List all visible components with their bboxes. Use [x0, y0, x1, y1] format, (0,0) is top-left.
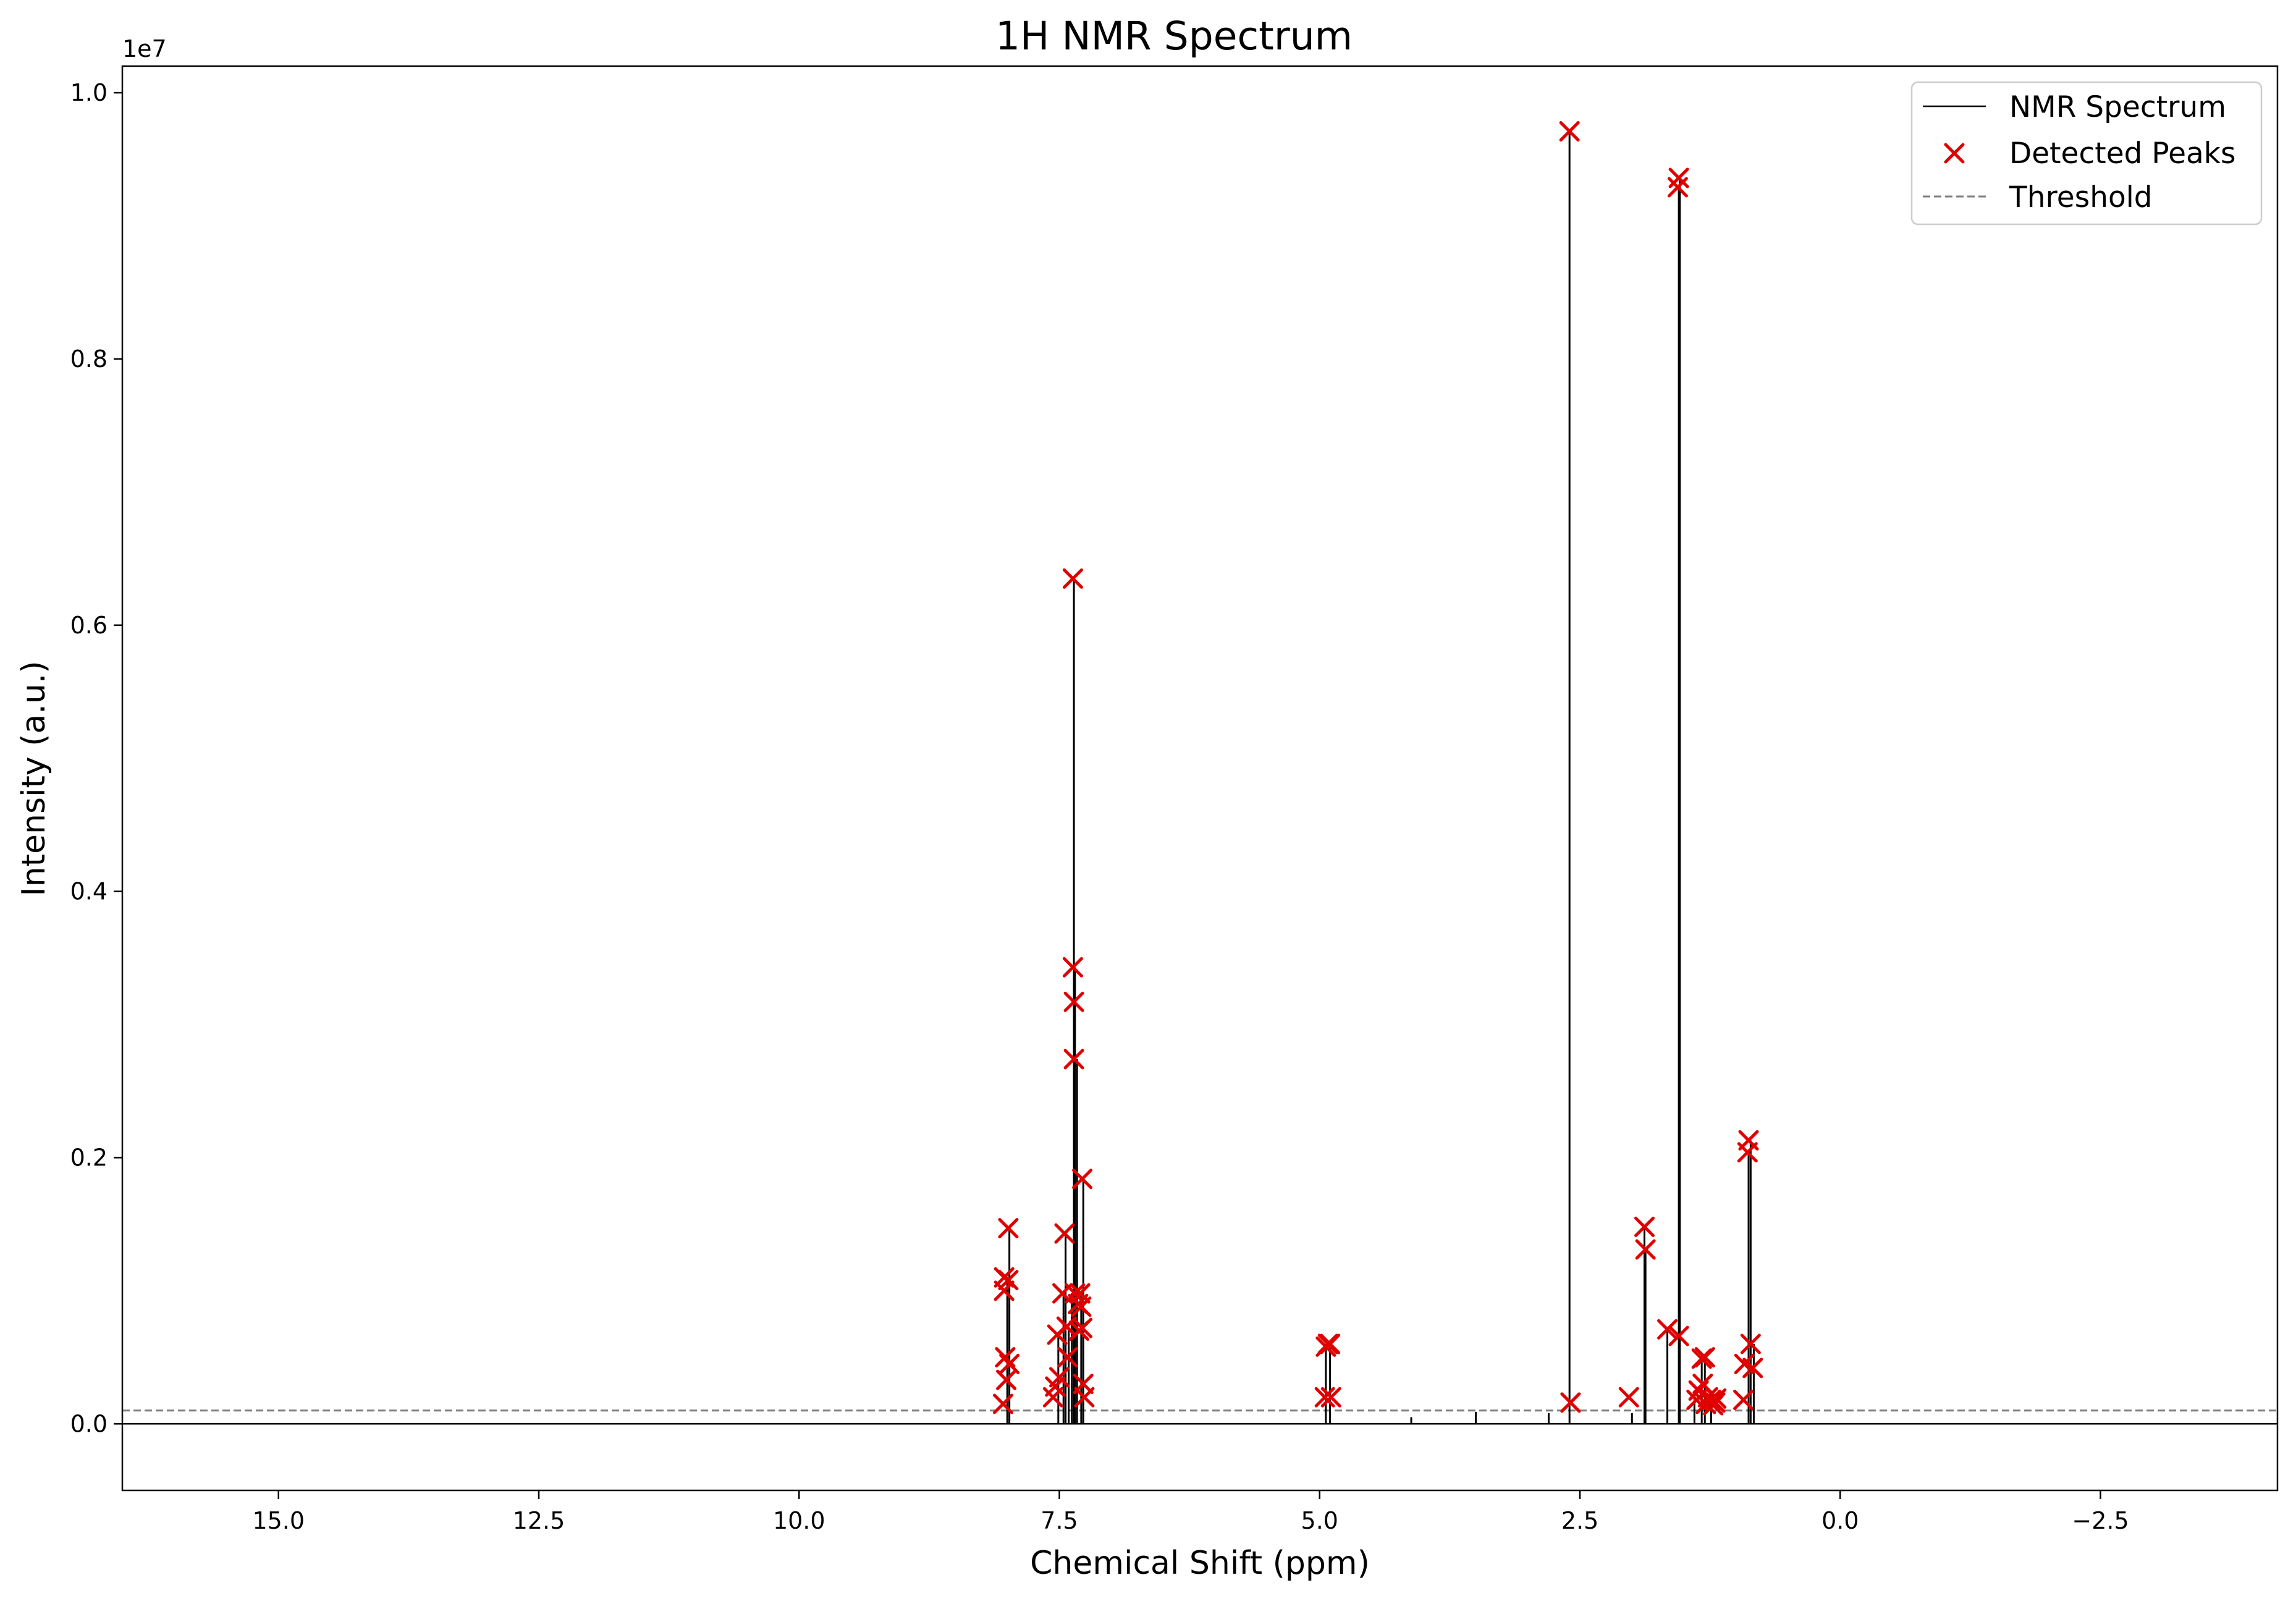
legend-marker-swatch	[1944, 143, 1965, 164]
peak-marker	[1071, 1296, 1092, 1317]
peak-marker	[1733, 1390, 1754, 1411]
peak-marker	[1618, 1387, 1639, 1408]
peak-marker	[1057, 1347, 1078, 1368]
peak-marker	[1049, 1367, 1070, 1388]
peak-marker	[1705, 1392, 1726, 1413]
peak-marker	[1320, 1333, 1341, 1354]
x-tick-label: 5.0	[1301, 1507, 1338, 1534]
legend-label-threshold: Threshold	[2009, 180, 2153, 214]
x-tick-label: 12.5	[513, 1507, 565, 1534]
plot-area: 15.0 12.5 10.0 7.5 5.0 2.5 0.0 −2.5 0.0 0.2 0.4 0.6…	[70, 79, 2277, 1534]
y-tick-label: 0.6	[70, 612, 108, 639]
peak-marker	[1635, 1239, 1656, 1260]
peak-marker	[1668, 167, 1689, 188]
peak-marker	[1320, 1387, 1341, 1408]
x-tick-label: 7.5	[1040, 1507, 1078, 1534]
y-axis-title: Intensity (a.u.)	[15, 661, 53, 896]
x-tick-label: 0.0	[1821, 1507, 1859, 1534]
x-tick-label: 15.0	[252, 1507, 305, 1534]
peak-marker	[1062, 568, 1083, 589]
x-axis-title: Chemical Shift (ppm)	[1030, 1545, 1370, 1582]
x-tick-label: 2.5	[1561, 1507, 1598, 1534]
peak-marker	[999, 1353, 1020, 1374]
peak-marker	[1063, 991, 1084, 1012]
y-tick-label: 0.2	[70, 1144, 108, 1171]
y-tick-label: 0.4	[70, 878, 108, 905]
peak-marker	[1668, 1325, 1689, 1346]
peak-marker	[1742, 1358, 1763, 1379]
legend-label-peaks: Detected Peaks	[2009, 137, 2236, 171]
peak-marker	[996, 1369, 1017, 1390]
peak-marker	[1054, 1223, 1075, 1244]
peak-marker	[1634, 1216, 1655, 1237]
legend-box	[1910, 81, 2263, 226]
y-tick-label: 1.0	[70, 79, 108, 106]
peak-marker	[1560, 1392, 1581, 1413]
peak-marker	[1559, 121, 1580, 142]
legend-label-spectrum: NMR Spectrum	[2009, 90, 2226, 124]
peak-marker	[1062, 957, 1083, 978]
peak-marker	[1694, 1347, 1715, 1368]
y-tick-label: 0.0	[70, 1410, 108, 1437]
peak-marker	[1065, 1283, 1086, 1304]
peak-marker	[1072, 1317, 1093, 1338]
peak-marker	[1740, 1333, 1761, 1354]
x-tick-label: 10.0	[773, 1507, 825, 1534]
peak-marker	[1074, 1387, 1095, 1408]
tick-layer: 15.0 12.5 10.0 7.5 5.0 2.5 0.0 −2.5 0.0 0.2 0.4 0.6…	[70, 79, 2129, 1534]
chart-title: 1H NMR Spectrum	[995, 14, 1353, 59]
x-tick-label: −2.5	[2072, 1507, 2129, 1534]
peak-marker	[1063, 1049, 1084, 1070]
peak-markers	[993, 121, 1763, 1416]
y-tick-label: 0.8	[70, 345, 108, 373]
peak-marker	[1657, 1319, 1678, 1340]
plot-frame	[121, 65, 2279, 1492]
y-axis-offset-label: 1e7	[122, 35, 167, 62]
peak-marker	[998, 1218, 1019, 1239]
peak-marker	[1056, 1316, 1077, 1337]
peak-marker	[1072, 1168, 1093, 1189]
peak-marker	[1314, 1387, 1335, 1408]
peak-marker	[993, 1393, 1014, 1414]
peak-marker	[1738, 1130, 1759, 1151]
peak-marker	[998, 1270, 1019, 1291]
legend: NMR Spectrum Detected Peaks Threshold	[1910, 81, 2263, 226]
peak-marker	[1706, 1388, 1727, 1409]
